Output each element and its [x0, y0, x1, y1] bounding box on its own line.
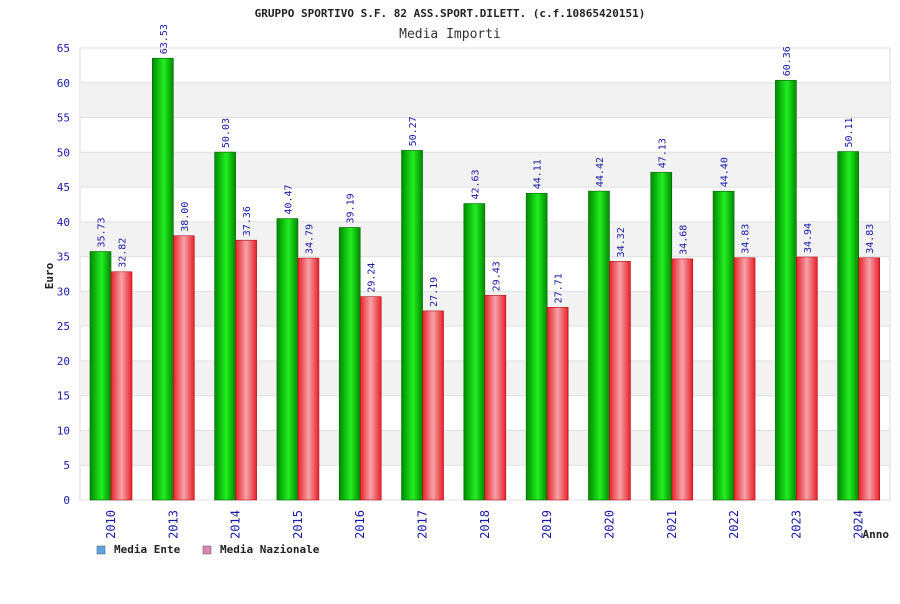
bar-media-nazionale-2017	[422, 310, 444, 501]
x-tick-label-2015: 2015	[291, 510, 305, 539]
y-tick-label: 35	[57, 251, 70, 264]
bar-media-nazionale-2024	[858, 257, 880, 501]
data-label-media-nazionale-2010: 32.82	[118, 238, 129, 268]
data-label-media-ente-2020: 44.42	[595, 157, 606, 187]
data-label-media-nazionale-2014: 37.36	[242, 206, 253, 236]
bar-media-nazionale-2020	[609, 261, 631, 501]
data-label-media-ente-2021: 47.13	[657, 138, 668, 168]
chart-title: GRUPPO SPORTIVO S.F. 82 ASS.SPORT.DILETT…	[255, 7, 646, 20]
grid-band	[80, 82, 890, 118]
x-tick-label-2010: 2010	[104, 510, 118, 539]
bar-media-ente-2018	[463, 203, 486, 501]
bar-media-nazionale-2019	[546, 307, 569, 501]
x-tick-label-2019: 2019	[540, 510, 554, 539]
x-tick-label-2023: 2023	[789, 510, 803, 539]
y-tick-label: 15	[57, 390, 70, 403]
y-tick-label: 50	[57, 146, 70, 159]
data-label-media-ente-2015: 40.47	[283, 184, 294, 214]
bar-media-ente-2013	[152, 57, 174, 501]
bar-media-ente-2014	[214, 151, 236, 501]
y-tick-label: 20	[57, 355, 70, 368]
x-tick-label-2016: 2016	[353, 510, 367, 539]
data-label-media-ente-2014: 50.03	[221, 118, 232, 148]
x-tick-label-2021: 2021	[665, 510, 679, 539]
y-tick-label: 55	[57, 112, 70, 125]
data-label-media-ente-2024: 50.11	[844, 117, 855, 147]
x-axis-title: Anno	[863, 528, 890, 541]
data-label-media-nazionale-2022: 34.83	[741, 224, 752, 254]
data-label-media-ente-2016: 39.19	[346, 193, 357, 223]
bar-media-ente-2019	[525, 192, 548, 501]
chart-subtitle: Media Importi	[399, 27, 501, 42]
legend-label-media-ente: Media Ente	[114, 543, 181, 556]
data-label-media-ente-2010: 35.73	[97, 217, 108, 247]
data-label-media-nazionale-2016: 29.24	[367, 263, 378, 293]
data-label-media-nazionale-2021: 34.68	[678, 225, 689, 255]
x-tick-label-2018: 2018	[478, 510, 492, 539]
legend-swatch-media-ente	[96, 545, 106, 555]
bar-media-ente-2024	[837, 151, 859, 501]
y-tick-label: 5	[63, 459, 70, 472]
bar-media-ente-2017	[401, 150, 423, 501]
bar-media-nazionale-2022	[733, 257, 756, 501]
data-label-media-nazionale-2013: 38.00	[180, 202, 191, 232]
bar-media-ente-2021	[650, 171, 673, 501]
bar-media-ente-2016	[338, 227, 361, 501]
legend-swatch-media-nazionale	[202, 545, 212, 555]
data-label-media-ente-2018: 42.63	[470, 169, 481, 199]
bar-media-ente-2022	[712, 190, 735, 501]
y-tick-label: 65	[57, 42, 70, 55]
bar-media-ente-2023	[775, 79, 797, 501]
bar-media-nazionale-2013	[173, 235, 195, 501]
bar-media-nazionale-2015	[297, 257, 320, 501]
y-tick-label: 10	[57, 424, 70, 437]
data-label-media-ente-2013: 63.53	[159, 24, 170, 54]
legend-label-media-nazionale: Media Nazionale	[220, 543, 320, 556]
bar-media-nazionale-2010	[110, 271, 133, 501]
data-label-media-nazionale-2017: 27.19	[429, 277, 440, 307]
bar-media-ente-2020	[588, 190, 610, 501]
data-label-media-ente-2019: 44.11	[533, 159, 544, 189]
y-tick-label: 60	[57, 77, 70, 90]
data-label-media-ente-2023: 60.36	[782, 46, 793, 76]
x-tick-label-2013: 2013	[166, 510, 180, 539]
bar-media-nazionale-2016	[359, 296, 382, 501]
data-label-media-nazionale-2023: 34.94	[803, 223, 814, 253]
data-label-media-nazionale-2020: 34.32	[616, 227, 627, 257]
bar-media-ente-2010	[89, 251, 112, 501]
grid-band	[80, 152, 890, 188]
y-tick-label: 40	[57, 216, 70, 229]
data-label-media-nazionale-2024: 34.83	[865, 224, 876, 254]
y-tick-label: 45	[57, 181, 70, 194]
bar-media-nazionale-2014	[235, 239, 257, 501]
data-label-media-ente-2017: 50.27	[408, 116, 419, 146]
data-label-media-nazionale-2015: 34.79	[304, 224, 315, 254]
x-tick-label-2024: 2024	[852, 510, 866, 539]
x-tick-label-2020: 2020	[602, 510, 616, 539]
y-axis-title: Euro	[43, 262, 56, 289]
data-label-media-nazionale-2018: 29.43	[491, 261, 502, 291]
data-label-media-nazionale-2019: 27.71	[554, 273, 565, 303]
bar-media-nazionale-2023	[796, 256, 818, 501]
y-tick-label: 30	[57, 285, 70, 298]
bar-media-ente-2015	[276, 218, 299, 501]
x-tick-label-2017: 2017	[416, 510, 430, 539]
x-tick-label-2022: 2022	[727, 510, 741, 539]
bar-media-nazionale-2021	[671, 258, 694, 501]
x-tick-label-2014: 2014	[229, 510, 243, 539]
y-tick-label: 0	[63, 494, 70, 507]
legend: Media Ente Media Nazionale	[96, 543, 320, 556]
data-label-media-ente-2022: 44.40	[720, 157, 731, 187]
bar-media-nazionale-2018	[484, 295, 507, 501]
y-tick-label: 25	[57, 320, 70, 333]
